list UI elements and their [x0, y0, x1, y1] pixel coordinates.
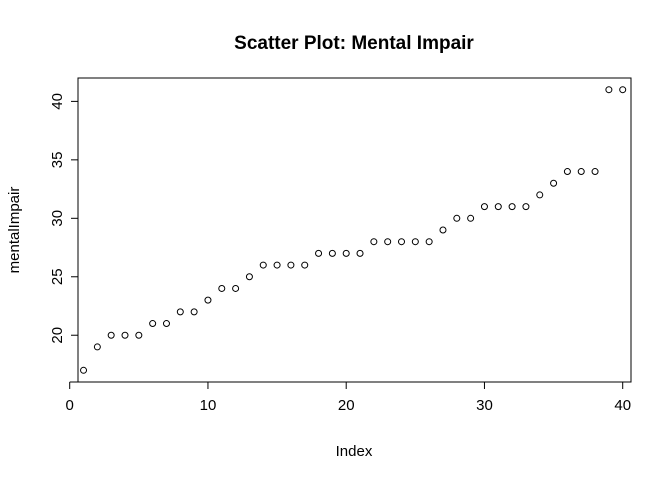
data-point: [135, 331, 143, 339]
data-point: [301, 261, 309, 269]
data-point: [190, 308, 198, 316]
data-point: [522, 203, 530, 211]
data-point: [605, 86, 613, 94]
data-point: [467, 214, 475, 222]
x-tick-label: 30: [476, 397, 493, 414]
data-point: [328, 249, 336, 257]
data-point: [273, 261, 281, 269]
data-point: [425, 238, 433, 246]
data-point: [80, 366, 88, 374]
x-tick-label: 10: [200, 397, 217, 414]
y-tick-label: 35: [49, 152, 66, 169]
x-axis: 0 10 20 30 40: [66, 381, 631, 414]
data-point: [384, 238, 392, 246]
data-point: [356, 249, 364, 257]
data-point: [315, 249, 323, 257]
data-points: [80, 86, 627, 374]
data-point: [204, 296, 212, 304]
data-point: [176, 308, 184, 316]
data-point: [232, 284, 240, 292]
data-point: [162, 320, 170, 328]
x-axis-label: Index: [336, 443, 373, 460]
data-point: [480, 203, 488, 211]
plot-frame: [77, 77, 632, 383]
x-tick-label: 40: [614, 397, 631, 414]
data-point: [259, 261, 267, 269]
data-point: [218, 284, 226, 292]
y-tick-label: 25: [49, 268, 66, 285]
data-point: [591, 168, 599, 176]
data-point: [398, 238, 406, 246]
data-point: [536, 191, 544, 199]
data-point: [619, 86, 627, 94]
data-point: [550, 179, 558, 187]
data-point: [508, 203, 516, 211]
data-point: [411, 238, 419, 246]
data-point: [121, 331, 129, 339]
data-point: [342, 249, 350, 257]
data-point: [245, 273, 253, 281]
y-axis: 20 25 30 35 40: [49, 93, 79, 344]
x-tick-label: 20: [338, 397, 355, 414]
data-point: [287, 261, 295, 269]
chart-title: Scatter Plot: Mental Impair: [234, 33, 474, 54]
x-tick-label: 0: [66, 397, 74, 414]
data-point: [453, 214, 461, 222]
data-point: [370, 238, 378, 246]
y-tick-label: 30: [49, 210, 66, 227]
y-axis-label: mentalImpair: [6, 187, 23, 274]
y-tick-label: 40: [49, 93, 66, 110]
data-point: [107, 331, 115, 339]
data-point: [149, 320, 157, 328]
data-point: [577, 168, 585, 176]
data-point: [494, 203, 502, 211]
data-point: [93, 343, 101, 351]
data-point: [439, 226, 447, 234]
y-tick-label: 20: [49, 327, 66, 344]
data-point: [563, 168, 571, 176]
